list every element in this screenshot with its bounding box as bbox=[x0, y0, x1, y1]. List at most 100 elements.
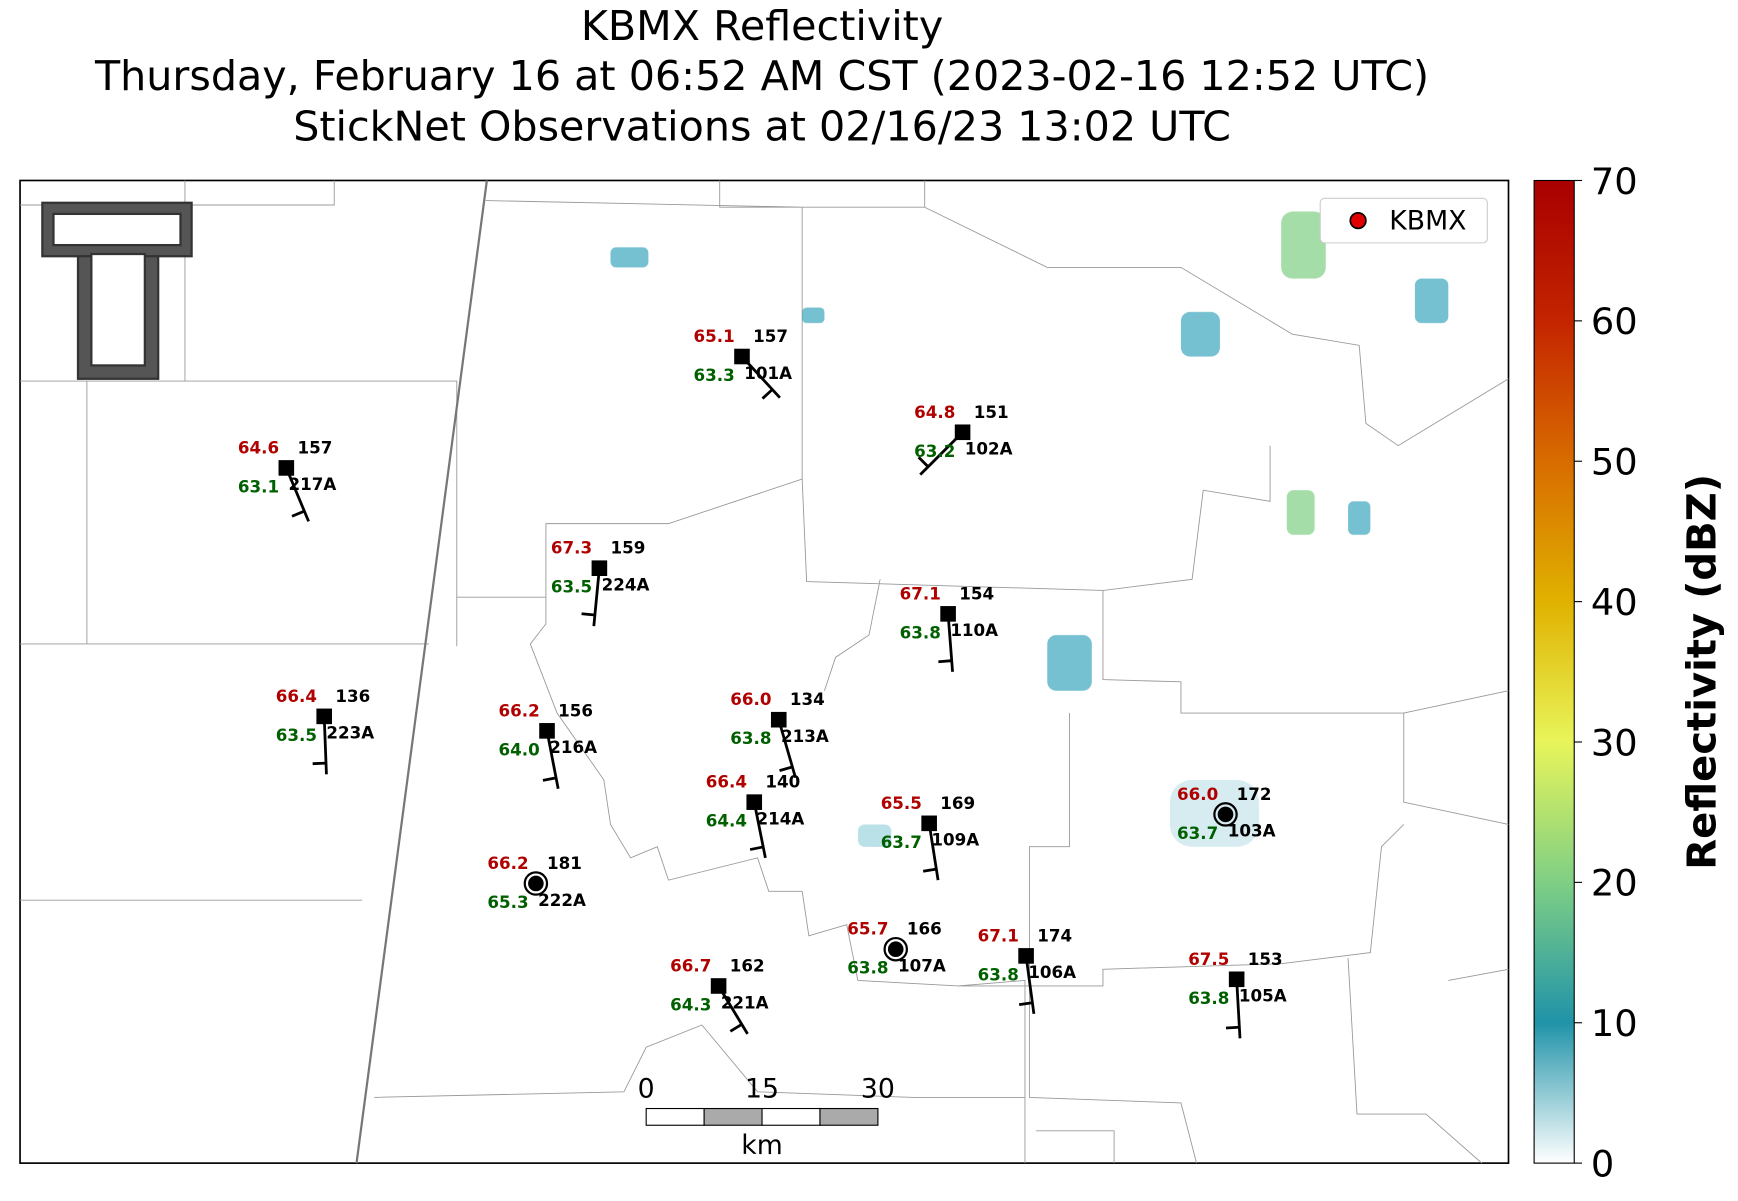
temperature: 66.4 bbox=[276, 686, 317, 706]
colorbar-tick-label: 40 bbox=[1591, 581, 1638, 624]
temperature: 64.8 bbox=[914, 402, 955, 422]
station-marker bbox=[1217, 806, 1234, 823]
dewpoint: 64.0 bbox=[499, 739, 540, 759]
station-marker bbox=[278, 460, 295, 476]
wind-barb bbox=[761, 388, 774, 400]
dewpoint: 63.5 bbox=[551, 577, 592, 597]
station-marker bbox=[887, 941, 904, 958]
scale-bar bbox=[645, 1107, 879, 1126]
temperature: 65.5 bbox=[881, 793, 922, 813]
station-value: 153 bbox=[1248, 949, 1283, 969]
wind-barb bbox=[779, 765, 793, 772]
wind-barb bbox=[927, 823, 940, 881]
scale-tick-label: 15 bbox=[745, 1073, 779, 1104]
colorbar-tick-label: 60 bbox=[1591, 300, 1638, 343]
dewpoint: 63.8 bbox=[1188, 988, 1229, 1008]
station-id: 216A bbox=[549, 737, 597, 757]
station-value: 172 bbox=[1237, 784, 1272, 804]
colorbar-tick-label: 0 bbox=[1591, 1142, 1614, 1185]
dewpoint: 63.5 bbox=[276, 725, 317, 745]
station-id: 214A bbox=[756, 808, 804, 828]
station-value: 169 bbox=[940, 793, 975, 813]
dewpoint: 63.8 bbox=[900, 622, 941, 642]
temperature: 64.6 bbox=[238, 437, 279, 457]
wind-barb bbox=[1235, 979, 1242, 1039]
wind-barb bbox=[291, 509, 305, 518]
wind-barb bbox=[938, 659, 952, 664]
wind-barb bbox=[752, 801, 767, 859]
station-id: 101A bbox=[744, 363, 792, 383]
temperature: 67.1 bbox=[978, 925, 1019, 945]
temperature: 67.5 bbox=[1188, 949, 1229, 969]
wind-barb bbox=[545, 730, 560, 790]
temperature: 66.7 bbox=[670, 955, 711, 975]
wind-barb bbox=[1018, 1001, 1033, 1006]
station-id: 110A bbox=[950, 620, 998, 640]
scale-unit: km bbox=[741, 1130, 783, 1161]
station-value: 140 bbox=[765, 772, 800, 792]
station-value: 166 bbox=[907, 919, 942, 939]
colorbar-tick-label: 50 bbox=[1591, 441, 1638, 484]
title: Thursday, February 16 at 06:52 AM CST (2… bbox=[94, 52, 1429, 100]
station-id: 222A bbox=[538, 890, 586, 910]
dewpoint: 63.3 bbox=[694, 365, 735, 385]
colorbar-tick-label: 10 bbox=[1591, 1002, 1638, 1045]
station-id: 224A bbox=[602, 574, 650, 594]
title: StickNet Observations at 02/16/23 13:02 … bbox=[293, 102, 1231, 150]
temperature: 65.7 bbox=[847, 919, 888, 939]
station-id: 217A bbox=[289, 474, 337, 494]
station-id: 107A bbox=[898, 955, 946, 975]
station-value: 162 bbox=[730, 955, 765, 975]
colorbar-label: Reflectivity (dBZ) bbox=[1680, 474, 1726, 870]
station-id: 223A bbox=[326, 723, 374, 743]
logo bbox=[41, 201, 193, 380]
station-id: 109A bbox=[931, 830, 979, 850]
wind-barb bbox=[322, 716, 328, 775]
station-id: 221A bbox=[721, 992, 769, 1012]
station-value: 157 bbox=[753, 326, 788, 346]
dewpoint: 65.3 bbox=[487, 892, 528, 912]
station-id: 102A bbox=[965, 439, 1013, 459]
dewpoint: 63.8 bbox=[847, 958, 888, 978]
colorbar-tick-label: 70 bbox=[1591, 160, 1638, 203]
wind-barb bbox=[740, 355, 781, 399]
station-value: 154 bbox=[959, 583, 994, 603]
temperature: 66.0 bbox=[1177, 784, 1218, 804]
wind-barb bbox=[917, 456, 930, 468]
station-value: 156 bbox=[558, 700, 593, 720]
scale-tick-label: 0 bbox=[638, 1073, 655, 1104]
station-calm bbox=[523, 871, 549, 896]
dewpoint: 63.8 bbox=[730, 728, 771, 748]
station-value: 181 bbox=[547, 853, 582, 873]
station-value: 157 bbox=[297, 437, 332, 457]
dewpoint: 63.2 bbox=[914, 441, 955, 461]
wind-barb bbox=[729, 1023, 743, 1033]
station-value: 159 bbox=[611, 538, 646, 558]
dewpoint: 64.4 bbox=[706, 811, 747, 831]
colorbar-tick-label: 20 bbox=[1591, 862, 1638, 905]
station-calm bbox=[1213, 802, 1238, 827]
wind-barb bbox=[592, 568, 601, 627]
temperature: 67.1 bbox=[900, 583, 941, 603]
dewpoint: 63.7 bbox=[881, 832, 922, 852]
wind-barb bbox=[542, 776, 557, 782]
station-id: 106A bbox=[1028, 962, 1076, 982]
station-id: 103A bbox=[1228, 821, 1276, 841]
station-calm bbox=[883, 936, 908, 962]
wind-barb bbox=[581, 612, 596, 617]
station-id: 213A bbox=[781, 726, 829, 746]
wind-barb bbox=[312, 761, 327, 766]
temperature: 66.0 bbox=[730, 689, 771, 709]
map bbox=[19, 179, 1510, 1164]
station-value: 134 bbox=[790, 689, 825, 709]
wind-barb bbox=[1225, 1025, 1240, 1030]
station-value: 136 bbox=[335, 686, 370, 706]
station-marker bbox=[528, 875, 544, 892]
wind-barb bbox=[1024, 955, 1036, 1015]
scale-tick-label: 30 bbox=[861, 1073, 895, 1104]
station-value: 151 bbox=[974, 402, 1009, 422]
wind-barb bbox=[919, 431, 964, 476]
station-id: 105A bbox=[1239, 986, 1287, 1006]
